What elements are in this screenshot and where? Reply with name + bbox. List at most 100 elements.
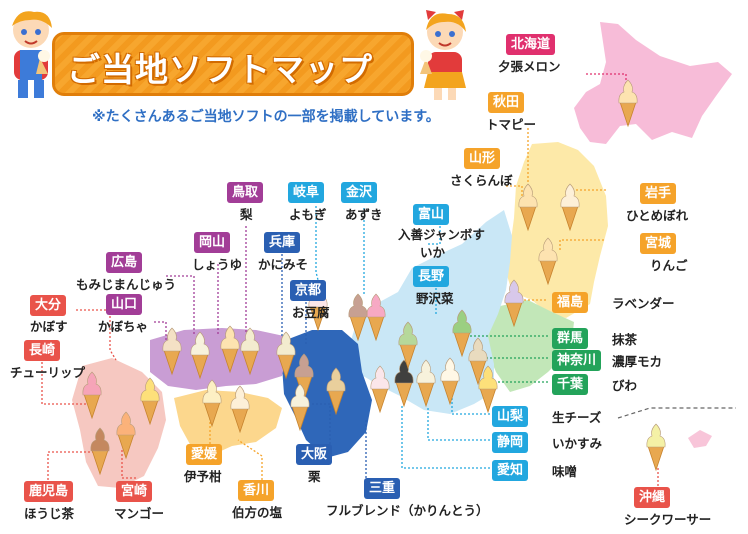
soft-serve-icon	[348, 293, 368, 342]
tohoku-region	[506, 142, 608, 318]
soft-serve-icon	[618, 79, 638, 128]
flavor-yamaguchi: かぼちゃ	[98, 319, 149, 334]
region-tag-tottori: 鳥取	[227, 182, 264, 203]
flavor-hiroshima: もみじまんじゅう	[76, 277, 177, 292]
flavor-okinawa: シークワーサー	[624, 512, 712, 527]
flavor-toyama-line2: いか	[420, 245, 446, 260]
region-tag-miyazaki: 宮崎	[116, 481, 153, 502]
flavor-okayama: しょうゆ	[192, 257, 243, 272]
kanto-region	[486, 300, 574, 392]
soft-serve-icon	[326, 367, 346, 416]
region-tag-fukushima: 福島	[552, 292, 589, 313]
flavor-nagano: 野沢菜	[416, 291, 454, 306]
flavor-fukushima: ラベンダー	[612, 296, 675, 311]
region-tag-oita: 大分	[30, 295, 67, 316]
flavor-kanazawa: あずき	[345, 207, 383, 222]
flavor-toyama-line1: 入善ジャンボす	[398, 227, 485, 242]
region-tag-gifu: 岐阜	[288, 182, 325, 203]
soft-serve-icon	[538, 237, 558, 286]
flavor-tottori: 梨	[240, 207, 253, 222]
region-tag-hyogo: 兵庫	[264, 232, 301, 253]
soft-serve-icon	[646, 423, 666, 472]
flavor-akita: トマピー	[486, 117, 537, 132]
soft-serve-icon	[240, 327, 260, 376]
page-subtitle: ※たくさんあるご当地ソフトの一部を掲載しています。	[92, 109, 440, 125]
region-tag-nagasaki: 長崎	[24, 340, 61, 361]
boy-mascot-left-icon	[12, 11, 52, 98]
flavor-hokkaido: 夕張メロン	[498, 59, 561, 74]
region-tag-kanagawa: 神奈川	[552, 350, 602, 371]
okinawa-island	[688, 430, 712, 448]
okinawa-box-border	[617, 407, 736, 419]
soft-serve-icon	[116, 411, 136, 460]
region-tag-nagano: 長野	[413, 266, 450, 287]
region-tag-kyoto: 京都	[290, 280, 327, 301]
flavor-mie: フルブレンド（かりんとう）	[326, 503, 489, 518]
flavor-iwate: ひとめぼれ	[626, 208, 689, 223]
page-title: ご当地ソフトマップ	[67, 50, 373, 89]
soft-serve-icon	[394, 359, 414, 408]
flavor-gifu: よもぎ	[289, 207, 327, 222]
soft-serve-icon	[366, 293, 386, 342]
region-tag-okayama: 岡山	[194, 232, 231, 253]
flavor-hyogo: かにみそ	[258, 257, 309, 272]
soft-serve-icon	[220, 325, 240, 374]
soft-serve-icon	[478, 365, 498, 414]
region-tag-miyagi: 宮城	[640, 233, 677, 254]
region-tag-kagawa: 香川	[238, 480, 275, 501]
flavor-chiba: びわ	[612, 378, 638, 393]
soft-serve-icon	[276, 331, 296, 380]
region-tag-toyama: 富山	[413, 204, 450, 225]
region-tag-gunma: 群馬	[552, 328, 589, 349]
flavor-miyazaki: マンゴー	[114, 506, 165, 521]
soft-serve-icon	[504, 279, 524, 328]
flavor-kanagawa: 濃厚モカ	[612, 354, 663, 369]
soft-serve-icon	[82, 371, 102, 420]
soft-serve-icon	[162, 327, 182, 376]
region-tag-chiba: 千葉	[552, 374, 589, 395]
region-tag-yamanashi: 山梨	[492, 406, 529, 427]
region-tag-akita: 秋田	[488, 92, 525, 113]
soft-serve-icon	[202, 379, 222, 428]
soft-serve-icon	[290, 383, 310, 432]
flavor-yamagata: さくらんぼ	[450, 173, 513, 188]
kyushu-region	[72, 358, 166, 488]
soft-serve-icon	[416, 359, 436, 408]
region-tag-mie: 三重	[364, 478, 401, 499]
region-tag-okinawa: 沖縄	[634, 487, 671, 508]
soft-serve-icon	[90, 427, 110, 476]
region-tag-yamagata: 山形	[464, 148, 501, 169]
region-tag-aichi: 愛知	[492, 460, 529, 481]
region-tag-osaka: 大阪	[296, 444, 333, 465]
soft-serve-icon	[518, 183, 538, 232]
soft-serve-icon	[440, 357, 460, 406]
soft-serve-icon	[190, 331, 210, 380]
flavor-ehime: 伊予柑	[184, 469, 222, 484]
soft-serve-icon	[468, 337, 488, 386]
soft-serve-icon	[140, 377, 160, 426]
girl-mascot-right-icon	[420, 10, 466, 100]
region-tag-iwate: 岩手	[640, 183, 677, 204]
soft-serve-icon	[370, 365, 390, 414]
region-tag-kanazawa: 金沢	[341, 182, 378, 203]
soft-serve-icon	[452, 309, 472, 358]
soft-serve-icon	[230, 385, 250, 434]
flavor-nagasaki: チューリップ	[10, 365, 86, 380]
region-tag-ehime: 愛媛	[186, 444, 223, 465]
region-tag-kagoshima: 鹿児島	[24, 481, 74, 502]
title-banner: ご当地ソフトマップ	[52, 32, 414, 96]
hokkaido-region	[574, 22, 732, 144]
flavor-kyoto: お豆腐	[292, 305, 330, 320]
flavor-aichi: 味噌	[552, 464, 578, 479]
soft-serve-icons	[82, 79, 666, 476]
flavor-kagawa: 伯方の塩	[232, 505, 283, 520]
region-tag-yamaguchi: 山口	[106, 294, 143, 315]
flavor-gunma: 抹茶	[612, 332, 638, 347]
flavor-yamanashi: 生チーズ	[552, 410, 602, 425]
flavor-oita: かぼす	[30, 319, 68, 334]
flavor-miyagi: りんご	[650, 258, 688, 273]
region-tag-shizuoka: 静岡	[492, 432, 529, 453]
region-tag-hokkaido: 北海道	[506, 34, 556, 55]
